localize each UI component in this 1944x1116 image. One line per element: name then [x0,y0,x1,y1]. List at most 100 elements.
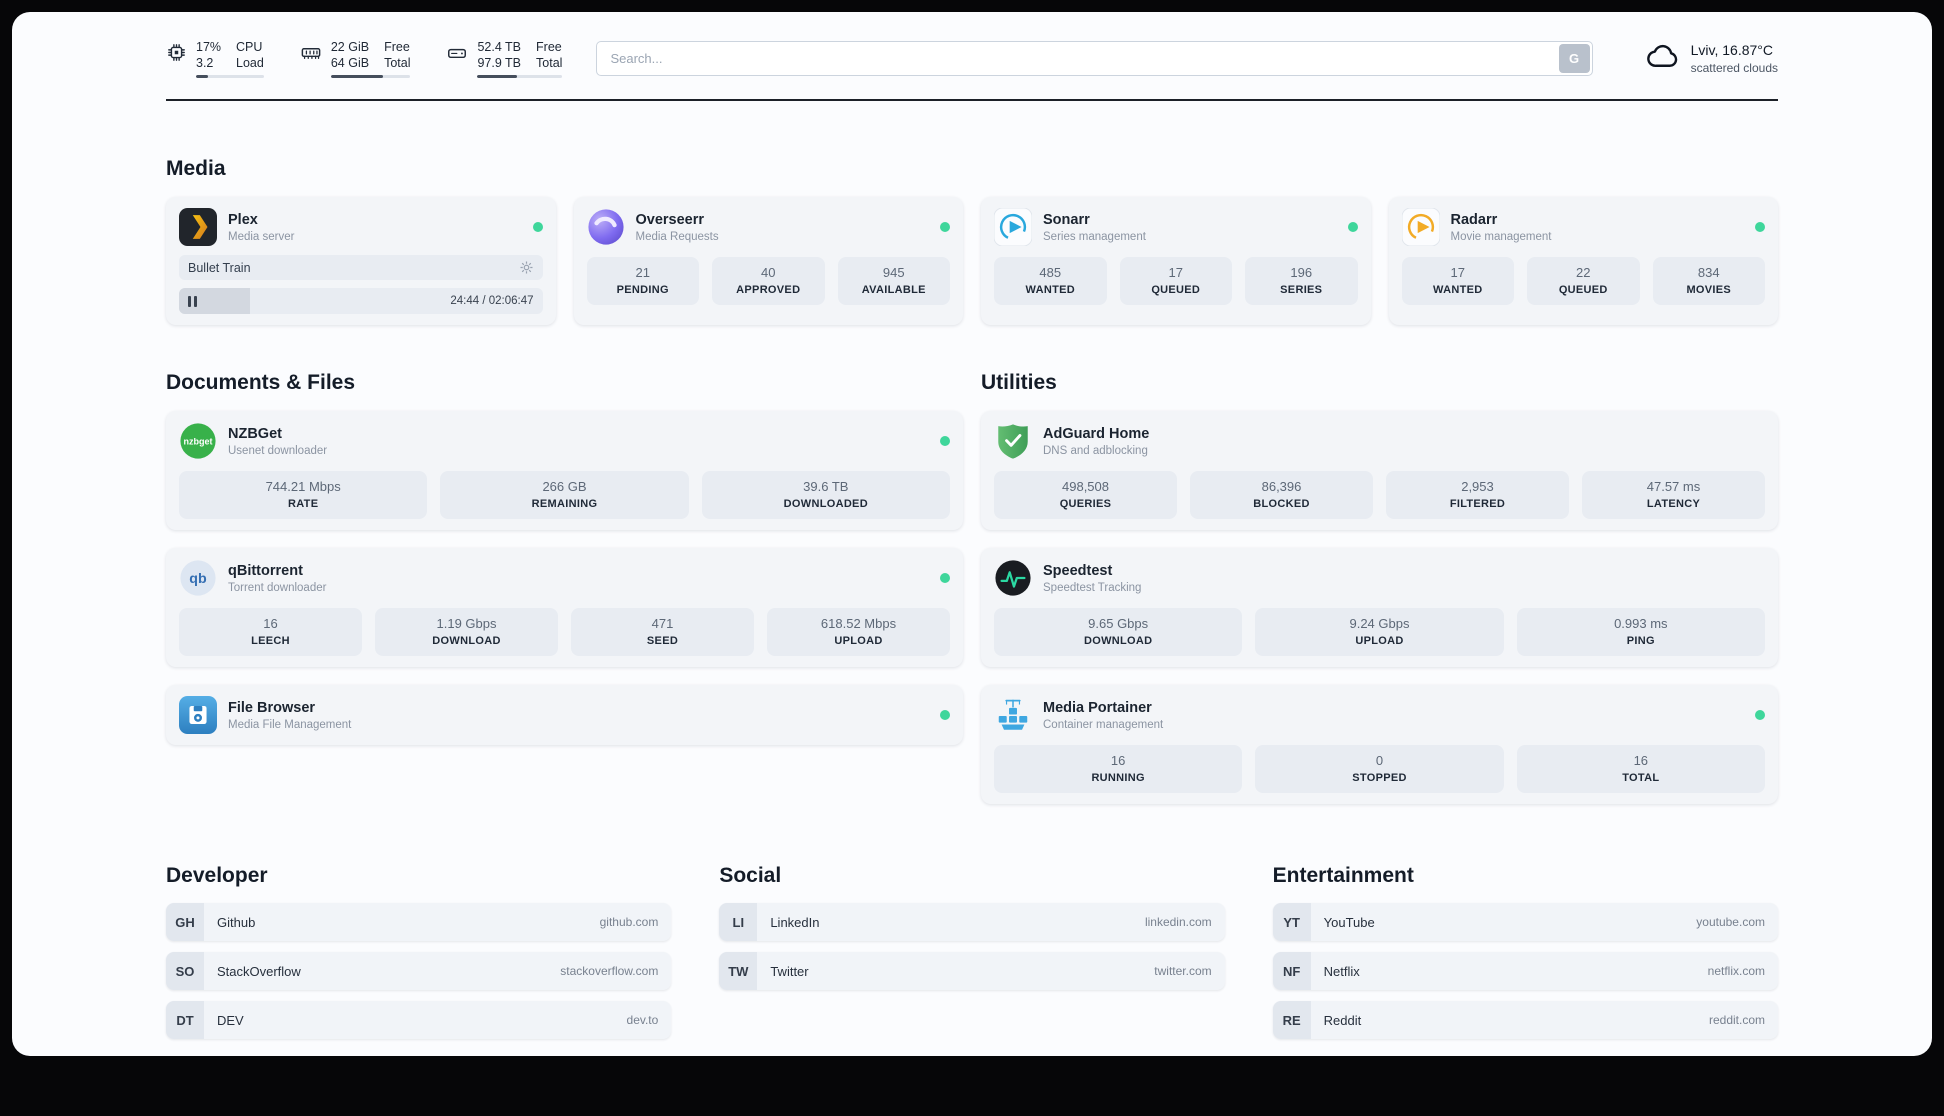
stat-value: 618.52 Mbps [820,616,897,631]
stat-tile: 834 MOVIES [1652,257,1765,305]
stat-tile: 86,396 BLOCKED [1190,471,1373,519]
qbittorrent-icon: qb [179,559,217,597]
stat-tile: 40 APPROVED [712,257,825,305]
service-card-portainer[interactable]: Media Portainer Container management 16 … [981,685,1778,804]
bookmark-url: reddit.com [1708,1013,1765,1027]
app-subtitle: Container management [1043,718,1164,731]
app-subtitle: Media server [228,230,295,243]
service-card-speedtest[interactable]: Speedtest Speedtest Tracking 9.65 Gbps D… [981,548,1778,667]
stat-value: 40 [761,265,776,280]
disk-total-value: 97.9 TB [477,55,522,70]
stat-label: AVAILABLE [861,284,926,296]
app-subtitle: Speedtest Tracking [1043,581,1142,594]
memory-usage-bar [330,74,411,78]
memory-label-1: Free [384,39,410,54]
stat-value: 9.24 Gbps [1349,616,1410,631]
app-subtitle: DNS and adblocking [1043,444,1148,457]
cpu-widget: 17% 3.2 CPU Load [166,40,264,78]
memory-free-value: 22 GiB [330,39,370,54]
bookmark-netflix[interactable]: NF Netflix netflix.com [1272,952,1778,990]
bookmark-dev[interactable]: DT DEV dev.to [166,1001,672,1039]
stat-value: 2,953 [1461,479,1494,494]
memory-usage-bar-fill [330,74,383,78]
section-title-entertainment: Entertainment [1272,864,1414,887]
app-subtitle: Usenet downloader [228,444,328,457]
stat-tile: 498,508 QUERIES [994,471,1177,519]
stat-label: UPLOAD [1355,635,1404,647]
cpu-usage-value: 17% [196,39,222,54]
service-card-filebrowser[interactable]: File Browser Media File Management [166,685,963,745]
social-links-section: Social LI LinkedIn linkedin.com TW Twitt… [719,864,1225,1039]
service-card-qbittorrent[interactable]: qb qBittorrent Torrent downloader 16 LEE… [166,548,963,667]
bookmark-twitter[interactable]: TW Twitter twitter.com [719,952,1225,990]
stat-value: 16 [263,616,278,631]
playback-progress-bar[interactable]: 24:44 / 02:06:47 [179,288,543,314]
bookmark-badge: RE [1272,1001,1311,1039]
stat-tile: 0.993 ms PING [1516,608,1765,656]
app-name: Media Portainer [1043,699,1152,716]
service-card-plex[interactable]: Plex Media server Bullet Train 24:44 / 0… [166,197,556,325]
stat-label: SEED [646,635,679,647]
stat-label: QUEUED [1151,284,1201,296]
status-online-dot [940,436,950,446]
status-online-dot [1755,222,1765,232]
search-engine-button[interactable]: G [1558,44,1590,73]
bookmark-linkedin[interactable]: LI LinkedIn linkedin.com [719,903,1225,941]
app-name: Overseerr [635,211,705,228]
section-title-documents: Documents & Files [166,371,356,394]
service-card-overseerr[interactable]: Overseerr Media Requests 21 PENDING 40 A… [573,197,963,325]
now-playing-title: Bullet Train [188,260,251,275]
bookmark-name: Twitter [770,963,809,979]
service-card-radarr[interactable]: Radarr Movie management 17 WANTED 22 QUE… [1388,197,1778,325]
cloud-icon [1645,38,1681,79]
status-online-dot [1347,222,1358,232]
bookmark-stackoverflow[interactable]: SO StackOverflow stackoverflow.com [166,952,672,990]
stat-value: 834 [1697,265,1720,280]
stat-label: QUEUED [1558,284,1608,296]
status-online-dot [1755,710,1765,720]
disk-usage-bar-fill [477,74,518,78]
memory-label-2: Total [384,55,411,70]
service-card-nzbget[interactable]: nzbget NZBGet Usenet downloader 744.21 M… [166,411,963,530]
stat-tile: 618.52 Mbps UPLOAD [767,608,950,656]
disk-label-1: Free [536,39,562,54]
bookmark-name: StackOverflow [217,963,301,979]
app-name: Speedtest [1043,562,1113,579]
app-name: AdGuard Home [1043,425,1150,442]
svg-text:nzbget: nzbget [183,436,212,446]
app-subtitle: Torrent downloader [228,581,327,594]
stat-tile: 196 SERIES [1245,257,1358,305]
bookmark-badge: GH [166,903,204,941]
bookmark-url: youtube.com [1696,915,1765,929]
top-bar: 17% 3.2 CPU Load [166,12,1778,101]
stat-tile: 9.24 Gbps UPLOAD [1255,608,1504,656]
disk-free-value: 52.4 TB [477,39,522,54]
stat-value: 17 [1168,265,1183,280]
stat-tile: 16 RUNNING [994,745,1243,793]
service-card-adguard[interactable]: AdGuard Home DNS and adblocking 498,508 … [981,411,1778,530]
middle-columns: Documents & Files nzbget NZBGet Usenet d… [166,371,1778,804]
app-subtitle: Media File Management [228,718,352,731]
ram-icon [300,42,322,64]
pause-icon[interactable] [188,295,197,307]
adguard-shield-icon [994,422,1032,460]
bookmark-name: YouTube [1323,914,1375,930]
bookmark-reddit[interactable]: RE Reddit reddit.com [1272,1001,1778,1039]
stat-label: WANTED [1433,284,1483,296]
dashboard-page: 17% 3.2 CPU Load [12,12,1932,1056]
media-grid: Plex Media server Bullet Train 24:44 / 0… [166,197,1778,325]
disk-widget: 52.4 TB 97.9 TB Free Total [446,39,563,78]
now-playing-row: Bullet Train [179,255,543,280]
bookmark-youtube[interactable]: YT YouTube youtube.com [1272,903,1778,941]
stat-label: RATE [288,498,319,510]
bookmark-url: linkedin.com [1144,915,1212,929]
search-input[interactable] [596,41,1593,76]
section-title-utilities: Utilities [981,371,1057,394]
bookmark-github[interactable]: GH Github github.com [166,903,672,941]
settings-gear-icon[interactable] [519,260,534,275]
stat-label: QUERIES [1059,498,1112,510]
disk-drive-icon [446,42,468,64]
service-card-sonarr[interactable]: Sonarr Series management 485 WANTED 17 Q… [981,197,1371,325]
section-title-media: Media [166,157,226,180]
stat-label: WANTED [1025,284,1075,296]
